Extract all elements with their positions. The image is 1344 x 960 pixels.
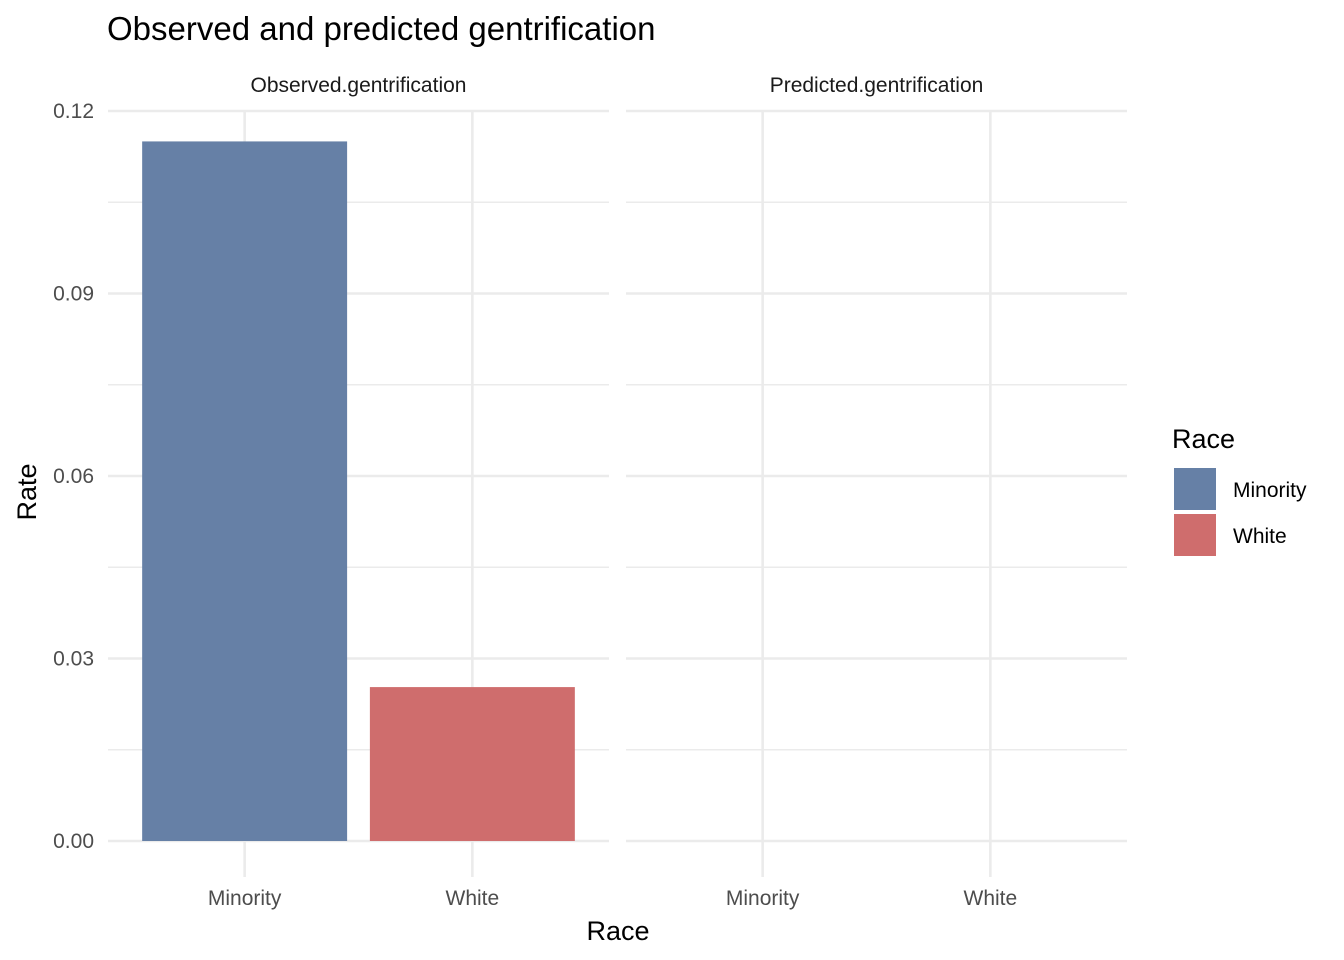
legend-title: Race: [1172, 424, 1235, 454]
x-axis-title: Race: [586, 916, 649, 946]
legend-label-white: White: [1233, 525, 1287, 548]
legend-swatch-white: [1174, 514, 1216, 556]
legend-swatch-minority: [1174, 468, 1216, 510]
y-axis: 0.00 0.03 0.06 0.09 0.12: [53, 100, 94, 853]
bar-observed-white: [369, 687, 575, 841]
x-tick-label: Minority: [208, 887, 282, 910]
x-tick-label: Minority: [726, 887, 800, 910]
y-tick-label: 0.06: [53, 465, 94, 488]
x-tick-label: White: [964, 887, 1018, 910]
y-axis-title: Rate: [12, 463, 42, 520]
facet-panel-2: Predicted.gentrification Minority White: [626, 74, 1127, 910]
legend-entries: Minority White: [1174, 468, 1307, 556]
legend-label-minority: Minority: [1233, 479, 1307, 502]
bar-observed-minority: [142, 141, 348, 841]
legend: Race Minority White: [1172, 424, 1307, 556]
y-tick-label: 0.03: [53, 648, 94, 671]
facet-strip-label: Predicted.gentrification: [770, 74, 984, 97]
x-tick-label: White: [446, 887, 500, 910]
y-tick-label: 0.12: [53, 100, 94, 123]
facet-panel-1: Observed.gentrification Minority White: [108, 74, 609, 910]
facet-strip-label: Observed.gentrification: [251, 74, 467, 97]
y-tick-label: 0.09: [53, 283, 94, 306]
chart-title: Observed and predicted gentrification: [107, 10, 656, 47]
y-tick-label: 0.00: [53, 830, 94, 853]
